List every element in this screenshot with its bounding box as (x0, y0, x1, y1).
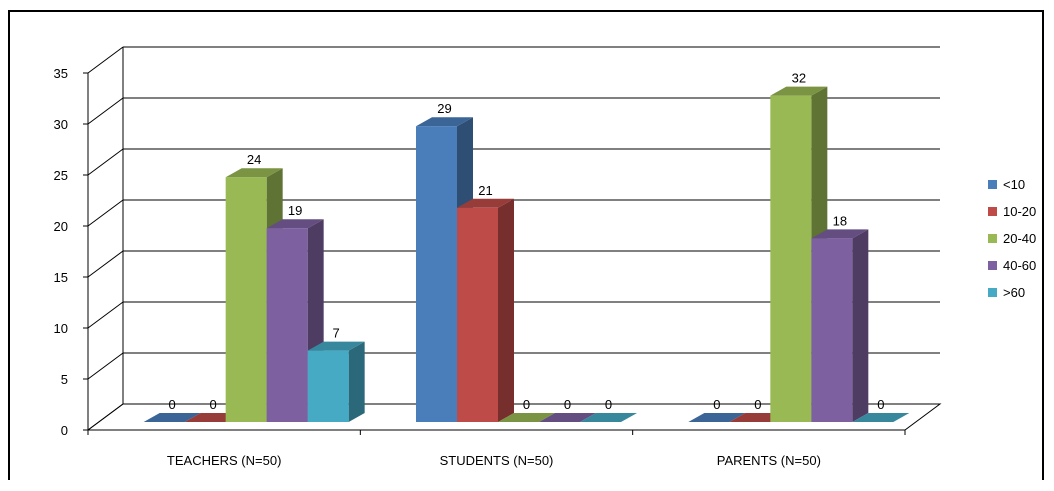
legend-label: >60 (1003, 285, 1025, 300)
gridline-side (87, 352, 124, 380)
bar-side (498, 198, 514, 422)
bar-top (143, 413, 201, 422)
x-tick-label: PARENTS (N=50) (717, 453, 821, 468)
legend-swatch (988, 180, 997, 189)
bar-top (457, 198, 514, 208)
gridline-side (87, 403, 124, 431)
y-tick-label: 15 (54, 270, 68, 285)
y-tick-label: 25 (54, 168, 68, 183)
legend-swatch (988, 234, 997, 243)
bar-top (688, 413, 746, 422)
y-tick-label: 35 (54, 66, 68, 81)
bar (307, 350, 349, 422)
data-label: 0 (754, 397, 761, 412)
y-tick-label: 30 (54, 117, 68, 132)
bar (770, 95, 812, 422)
bar-top (811, 229, 869, 239)
bar-top (225, 168, 283, 178)
data-label: 0 (713, 397, 720, 412)
y-tick-label: 0 (61, 423, 68, 438)
chart-frame (8, 10, 1044, 480)
legend-label: <10 (1003, 177, 1025, 192)
bar-top (580, 413, 637, 422)
data-label: 0 (605, 397, 612, 412)
bar (225, 177, 267, 422)
legend-label: 40-60 (1003, 258, 1036, 273)
bar-top (852, 413, 910, 422)
legend-label: 20-40 (1003, 231, 1036, 246)
bar (266, 228, 308, 422)
data-label: 7 (333, 326, 340, 341)
data-label: 29 (437, 101, 451, 116)
gridline-side (87, 46, 124, 74)
bar-top (416, 117, 473, 127)
bar-top (539, 413, 596, 422)
bar-top (498, 413, 555, 422)
data-label: 0 (564, 397, 571, 412)
bar-top (266, 219, 324, 229)
legend-label: 10-20 (1003, 204, 1036, 219)
legend-swatch (988, 261, 997, 270)
bar (811, 238, 853, 422)
bar (457, 207, 498, 422)
data-label: 0 (210, 397, 217, 412)
bar-side (852, 229, 869, 422)
legend-swatch (988, 288, 997, 297)
x-tick-label: STUDENTS (N=50) (440, 453, 554, 468)
y-tick-label: 20 (54, 219, 68, 234)
gridline-side (87, 199, 124, 227)
bar (416, 126, 457, 422)
bar-top (307, 341, 365, 351)
bar-top (770, 86, 828, 96)
gridline-side (87, 148, 124, 176)
gridline-side (87, 301, 124, 329)
legend-swatch (988, 207, 997, 216)
data-label: 19 (288, 203, 302, 218)
data-label: 18 (833, 213, 847, 228)
data-label: 0 (169, 397, 176, 412)
data-label: 32 (792, 71, 806, 86)
y-tick-label: 5 (61, 372, 68, 387)
y-tick-label: 10 (54, 321, 68, 336)
data-label: 0 (523, 397, 530, 412)
data-label: 21 (478, 183, 492, 198)
data-label: 24 (247, 152, 261, 167)
data-label: 0 (877, 397, 884, 412)
bar-side (348, 341, 365, 422)
x-tick-label: TEACHERS (N=50) (167, 453, 282, 468)
left-wall (88, 47, 123, 430)
gridline-side (87, 250, 124, 278)
gridline-side (87, 97, 124, 125)
